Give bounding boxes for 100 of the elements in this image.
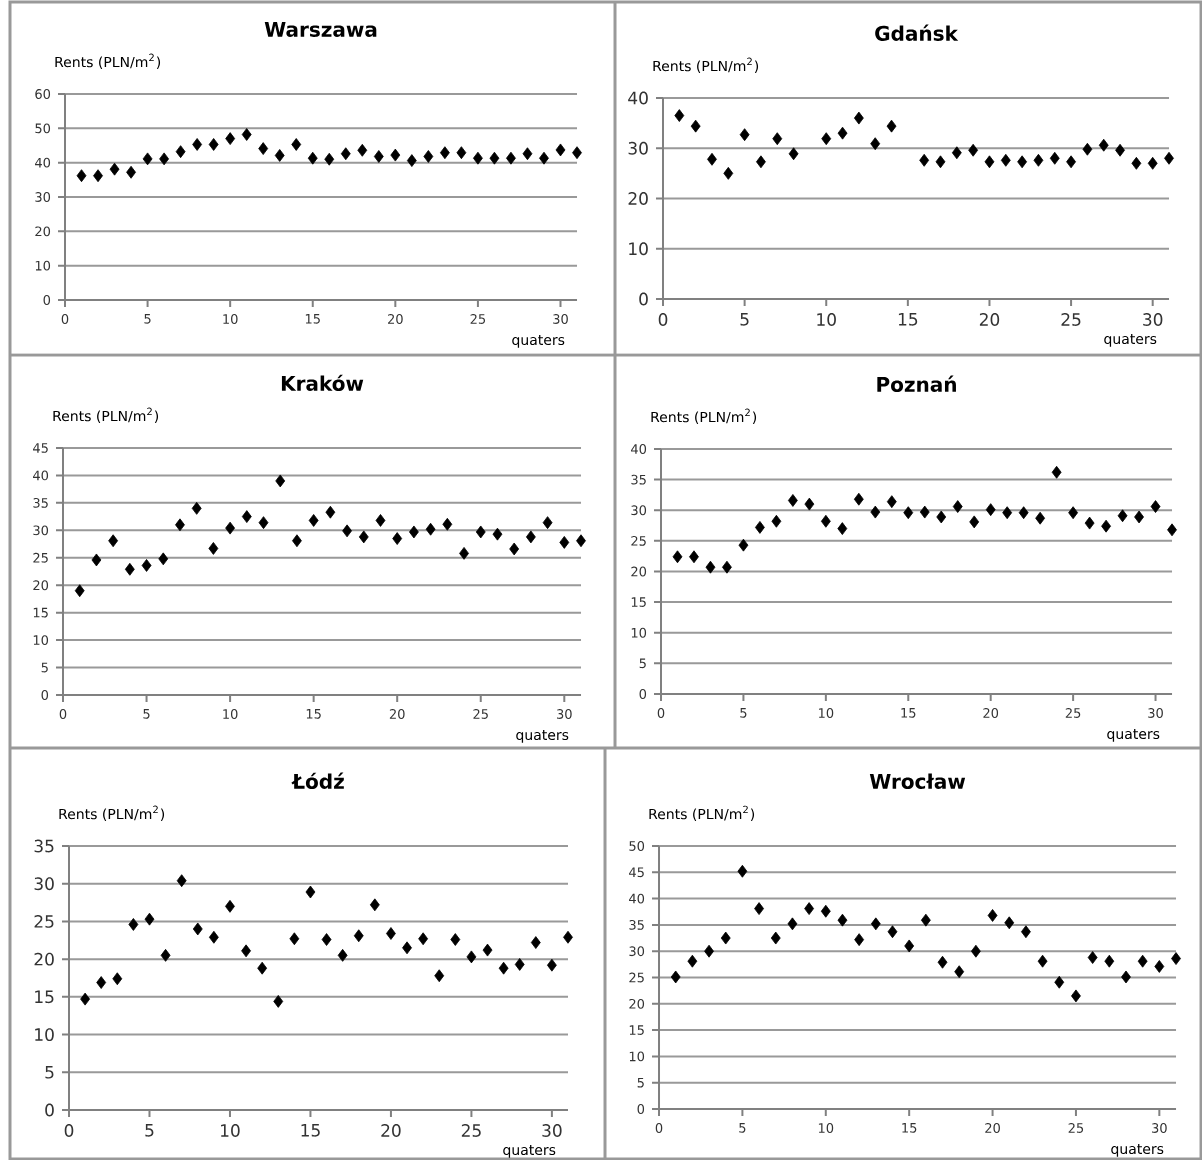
point (672, 550, 683, 564)
point (258, 142, 269, 155)
point (1150, 500, 1161, 513)
point (442, 517, 453, 531)
y-tick-label: 45 (629, 867, 644, 878)
point (273, 994, 284, 1008)
point (386, 927, 396, 940)
x-tick-label: 0 (658, 313, 668, 326)
point (439, 146, 450, 160)
point (755, 521, 765, 534)
point (1147, 156, 1158, 170)
x-tick-label: 0 (657, 708, 665, 718)
y-tick-label: 20 (33, 580, 49, 591)
point (555, 143, 566, 157)
point (754, 902, 764, 915)
point (821, 132, 832, 146)
y-tick-label: 0 (41, 690, 49, 700)
point (969, 515, 980, 529)
x-axis-title: quaters (516, 730, 569, 743)
point (1035, 511, 1046, 525)
point (1098, 138, 1109, 152)
y-tick-label: 20 (629, 998, 645, 1009)
point (128, 918, 139, 931)
x-tick-label: 5 (740, 313, 749, 326)
point (192, 138, 203, 151)
chart-title: Warszawa (264, 22, 377, 37)
point (406, 154, 417, 167)
point (870, 137, 881, 151)
point (225, 521, 235, 535)
point (76, 169, 87, 183)
x-axis-title: quaters (512, 335, 565, 348)
point (837, 522, 848, 536)
point (241, 944, 251, 958)
point (358, 530, 369, 544)
point (357, 143, 368, 157)
point (258, 516, 269, 530)
y-tick-label: 25 (629, 972, 644, 983)
point (324, 152, 335, 166)
chart-title: Kraków (281, 374, 364, 391)
y-tick-label: 40 (631, 444, 647, 454)
x-tick-label: 20 (985, 1123, 1000, 1133)
y-tick-label: 20 (34, 952, 54, 966)
point (191, 501, 202, 515)
point (951, 146, 962, 160)
point (542, 516, 553, 530)
x-tick-label: 15 (305, 314, 320, 324)
x-tick-label: 30 (542, 1124, 562, 1137)
point (176, 874, 187, 888)
point (1017, 155, 1028, 169)
x-tick-label: 30 (1152, 1123, 1167, 1133)
point (723, 166, 734, 180)
point (492, 527, 503, 541)
point (920, 913, 931, 927)
x-tick-label: 5 (143, 709, 150, 719)
point (539, 151, 549, 165)
point (886, 119, 897, 133)
point (456, 146, 467, 160)
point (109, 162, 120, 176)
point (142, 152, 153, 166)
x-tick-label: 10 (223, 709, 238, 719)
point (1115, 143, 1125, 157)
x-tick-label: 30 (1143, 313, 1163, 326)
point (274, 149, 285, 162)
y-tick-label: 30 (35, 192, 51, 202)
point (522, 147, 533, 161)
point (984, 155, 995, 169)
point (144, 912, 155, 926)
point (1117, 509, 1128, 523)
y-tick-label: 20 (628, 192, 648, 205)
point (1002, 506, 1013, 520)
point (1167, 523, 1177, 537)
point (1004, 916, 1015, 930)
x-tick-label: 0 (655, 1123, 663, 1133)
point (459, 546, 469, 560)
point (870, 917, 881, 931)
point (1131, 156, 1142, 170)
point (1154, 960, 1165, 973)
point (91, 553, 102, 567)
point (489, 151, 500, 165)
point (1018, 506, 1029, 520)
y-tick-label: 30 (631, 505, 647, 516)
point (124, 562, 135, 576)
point (1164, 151, 1174, 165)
x-tick-label: 5 (144, 314, 151, 324)
x-tick-label: 0 (59, 709, 67, 719)
point (1049, 151, 1060, 165)
point (530, 936, 541, 949)
point (158, 552, 169, 566)
x-axis-title: quaters (503, 1145, 556, 1158)
point (392, 532, 403, 545)
point (904, 939, 915, 953)
point (175, 145, 186, 159)
point (473, 151, 483, 165)
x-tick-label: 20 (388, 314, 403, 324)
point (1104, 954, 1115, 968)
y-tick-label: 5 (45, 1065, 54, 1079)
point (954, 965, 965, 979)
point (788, 147, 799, 161)
point (674, 109, 685, 122)
point (434, 969, 445, 983)
